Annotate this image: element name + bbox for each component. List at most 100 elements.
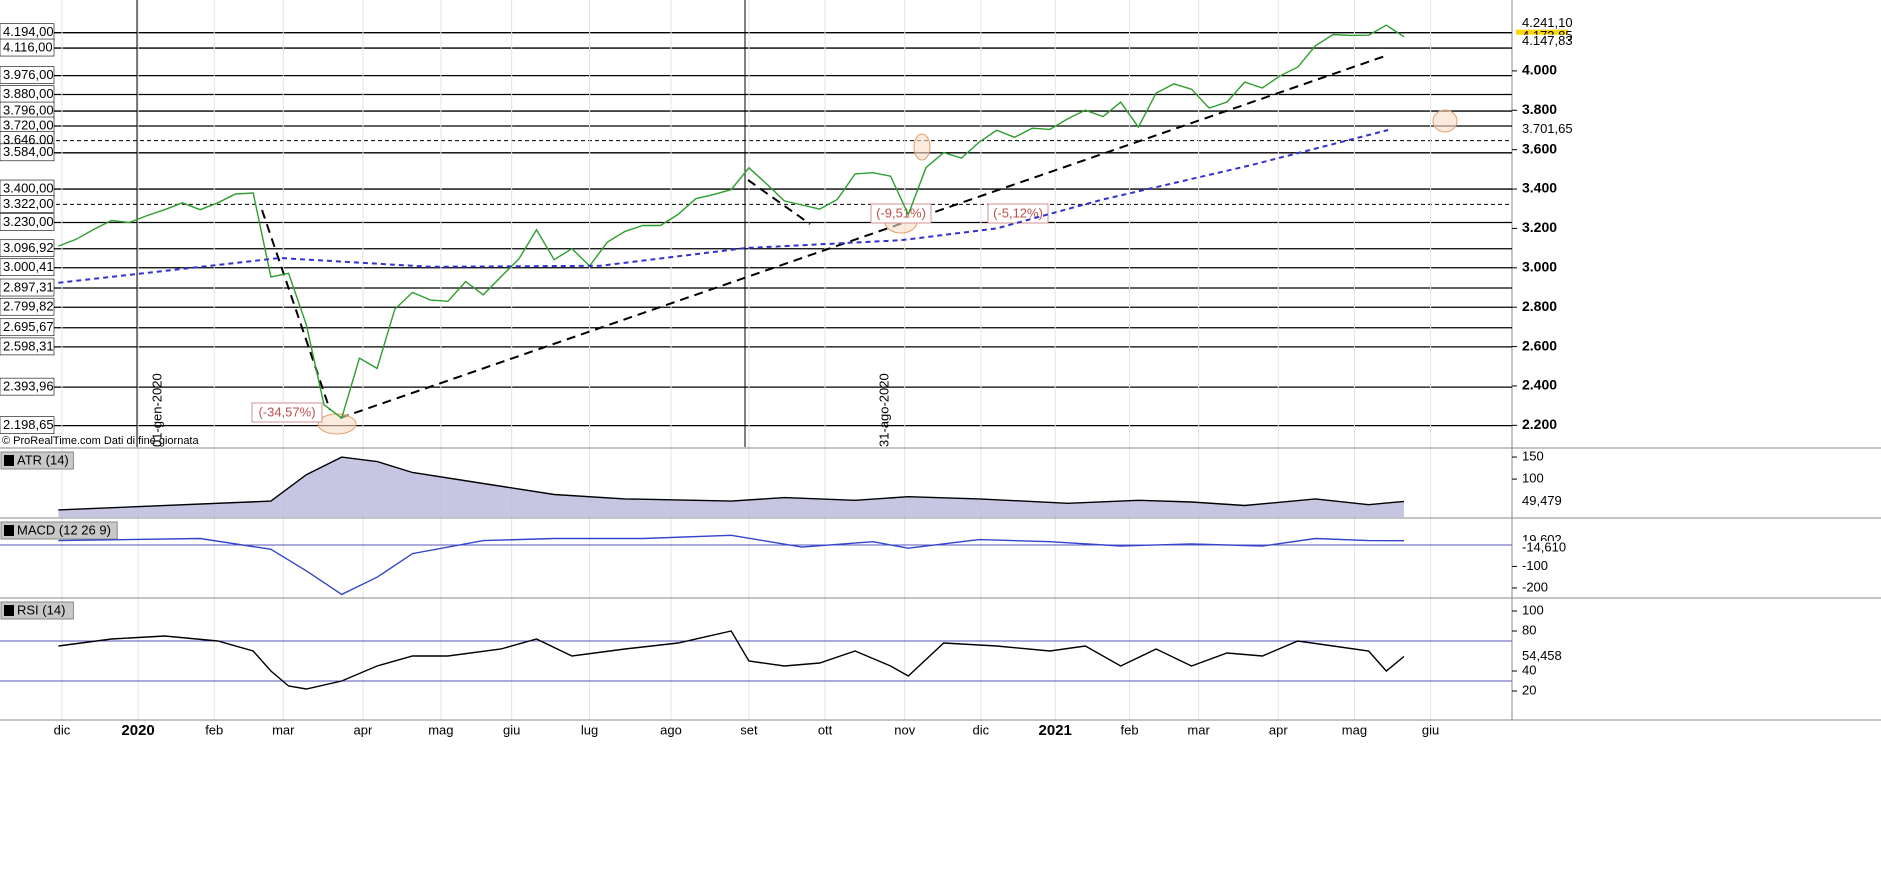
level-label-box <box>0 416 55 434</box>
x-tick-label: feb <box>1121 722 1139 737</box>
x-tick-label: 2020 <box>121 722 154 739</box>
price-tag: 54,458 <box>1522 648 1562 663</box>
price-tag-box <box>1516 541 1568 556</box>
date-label: 31-ago-2020 <box>876 373 891 447</box>
annotation: (-5,12%) <box>993 205 1043 220</box>
level-label-box <box>0 195 55 213</box>
level-label-box <box>0 278 55 297</box>
source: © ProRealTime.com Dati di fine giornata <box>2 435 199 447</box>
y-tick-label: 150 <box>1522 448 1544 463</box>
x-tick-label: mag <box>428 722 453 737</box>
panel-title: ATR (14) <box>17 452 69 467</box>
x-tick-label: 2021 <box>1039 722 1072 739</box>
panel-title: MACD (12 26 9) <box>17 522 111 537</box>
y-tick-label: 3.400 <box>1522 180 1557 196</box>
price-tag: 3.701,65 <box>1522 121 1573 136</box>
y-tick-label: 4.000 <box>1522 62 1557 78</box>
price-tag: 4.147,83 <box>1522 33 1573 48</box>
level-label: 3.096,92 <box>3 240 54 255</box>
level-label: 2.799,82 <box>3 299 54 314</box>
y-tick-label: 20 <box>1522 682 1536 697</box>
panel-title-box <box>0 601 74 620</box>
annotation-box <box>251 402 323 423</box>
series-line <box>58 24 1405 420</box>
level-label: 4.194,00 <box>3 24 54 39</box>
level-label: 3.646,00 <box>3 132 54 147</box>
series-line <box>58 630 1405 690</box>
highlight <box>913 133 931 161</box>
level-label: 2.598,31 <box>3 338 54 353</box>
x-tick-label: ott <box>818 722 833 737</box>
x-tick-label: set <box>740 722 758 737</box>
annotation: (-34,57%) <box>258 404 315 419</box>
level-label: 2.393,96 <box>3 379 54 394</box>
panel-title-icon <box>4 605 14 616</box>
y-tick-label: 2.600 <box>1522 337 1557 353</box>
level-label: 2.897,31 <box>3 279 54 294</box>
panel-title-icon <box>4 455 14 466</box>
highlight <box>317 413 357 435</box>
level-label: 3.322,00 <box>3 196 54 211</box>
series-line <box>58 534 1405 596</box>
x-tick-label: apr <box>1269 722 1288 737</box>
x-tick-label: mag <box>1342 722 1367 737</box>
x-tick-label: giu <box>503 722 520 737</box>
y-tick-label: 3.600 <box>1522 140 1557 156</box>
level-label: 3.400,00 <box>3 180 54 195</box>
panel-title-box <box>0 451 74 470</box>
y-tick-label: 2.800 <box>1522 298 1557 314</box>
x-tick-label: ago <box>660 722 682 737</box>
level-label-box <box>0 66 55 84</box>
annotation-box <box>870 203 932 224</box>
price-tag: -14,610 <box>1522 540 1566 555</box>
panel-title-box <box>0 521 118 540</box>
series-line <box>58 456 1405 511</box>
level-label: 3.230,00 <box>3 214 54 229</box>
price-tag: 4.241,10 <box>1522 15 1573 30</box>
trendline <box>339 54 1389 419</box>
x-tick-label: apr <box>354 722 373 737</box>
y-tick-label: 3.800 <box>1522 101 1557 117</box>
series-line <box>58 129 1389 284</box>
highlight <box>1432 109 1458 133</box>
x-tick-label: nov <box>894 722 915 737</box>
level-label-box <box>0 318 55 337</box>
trendline <box>261 209 331 411</box>
level-label-box <box>0 297 55 316</box>
level-label: 2.198,65 <box>3 417 54 432</box>
level-label-box <box>0 377 55 396</box>
level-label: 3.880,00 <box>3 86 54 101</box>
level-label: 3.796,00 <box>3 102 54 117</box>
level-label-box <box>0 258 55 277</box>
x-tick-label: dic <box>973 722 990 737</box>
x-tick-label: dic <box>54 722 71 737</box>
level-label-box <box>0 38 55 57</box>
y-tick-label: 3.000 <box>1522 259 1557 275</box>
area <box>58 457 1404 517</box>
x-tick-label: giu <box>1422 722 1439 737</box>
y-tick-label: 2.200 <box>1522 416 1557 432</box>
annotation: (-9,51%) <box>876 205 926 220</box>
panel-title: RSI (14) <box>17 602 65 617</box>
y-tick-label: 40 <box>1522 662 1536 677</box>
level-label-box <box>0 337 55 356</box>
x-tick-label: mar <box>272 722 295 737</box>
level-label-box <box>0 239 55 258</box>
x-tick-label: lug <box>581 722 598 737</box>
y-tick-label: -200 <box>1522 579 1548 594</box>
x-tick-label: feb <box>205 722 223 737</box>
level-label-box <box>0 213 55 231</box>
price-tag-box <box>1516 494 1568 509</box>
price-tag-box <box>1516 16 1568 31</box>
level-label: 3.584,00 <box>3 144 54 159</box>
level-label: 4.116,00 <box>3 39 53 54</box>
price-tag-box <box>1516 122 1568 137</box>
y-tick-label: 3.200 <box>1522 219 1557 235</box>
trendline <box>747 179 811 225</box>
y-tick-label: 100 <box>1522 602 1544 617</box>
panel-title-icon <box>4 525 14 536</box>
level-label: 3.976,00 <box>3 67 54 82</box>
y-tick-label: -100 <box>1522 558 1548 573</box>
